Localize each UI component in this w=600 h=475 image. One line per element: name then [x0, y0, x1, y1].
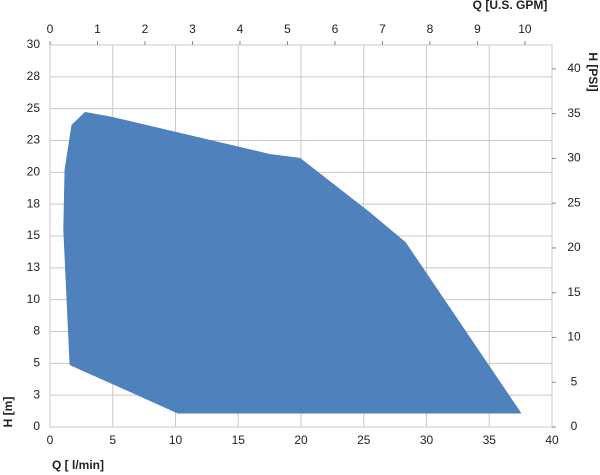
- y2-tick-label: 40: [567, 61, 581, 75]
- y2-tick-label: 20: [567, 240, 581, 254]
- y2-tick-label: 35: [567, 106, 581, 120]
- x-tick-label: 15: [232, 433, 246, 447]
- x2-tick-label: 0: [47, 22, 54, 36]
- y-tick-label: 5: [33, 356, 40, 370]
- x-tick-label: 30: [420, 433, 434, 447]
- y2-tick-label: 0: [571, 419, 578, 433]
- y-tick-label: 15: [27, 228, 41, 242]
- y2-tick-label: 15: [567, 285, 581, 299]
- y2-axis-label: H [PSI]: [586, 52, 600, 91]
- x-tick-label: 40: [545, 433, 559, 447]
- y-tick-label: 3: [33, 387, 40, 401]
- x-tick-label: 35: [483, 433, 497, 447]
- y2-tick-label: 25: [567, 195, 581, 209]
- x2-axis-label: Q [U.S. GPM]: [473, 0, 548, 12]
- x2-tick-label: 1: [94, 22, 101, 36]
- x2-tick-label: 10: [518, 22, 532, 36]
- x2-tick-label: 9: [474, 22, 481, 36]
- x-tick-label: 10: [169, 433, 183, 447]
- x-tick-label: 20: [294, 433, 308, 447]
- y-tick-label: 10: [27, 292, 41, 306]
- x-tick-label: 5: [109, 433, 116, 447]
- y-tick-label: 25: [27, 101, 41, 115]
- x2-tick-label: 5: [284, 22, 291, 36]
- y-tick-label: 13: [27, 260, 41, 274]
- y-tick-label: 30: [27, 37, 41, 51]
- x-axis-label: Q [ l/min]: [52, 458, 104, 472]
- area: [63, 111, 522, 414]
- y-tick-label: 18: [27, 196, 41, 210]
- x2-tick-label: 3: [189, 22, 196, 36]
- y-tick-label: 23: [27, 133, 41, 147]
- y-tick-label: 20: [27, 165, 41, 179]
- y2-tick-label: 30: [567, 151, 581, 165]
- x2-tick-label: 2: [142, 22, 149, 36]
- x2-tick-label: 6: [332, 22, 339, 36]
- y-axis-label: H [m]: [1, 397, 15, 428]
- x-tick-label: 0: [47, 433, 54, 447]
- y2-tick-label: 5: [571, 374, 578, 388]
- x2-tick-label: 4: [237, 22, 244, 36]
- x2-tick-label: 7: [379, 22, 386, 36]
- y2-tick-label: 10: [567, 330, 581, 344]
- y-tick-label: 8: [33, 324, 40, 338]
- y-tick-label: 28: [27, 69, 41, 83]
- y-tick-label: 0: [33, 419, 40, 433]
- x2-tick-label: 8: [427, 22, 434, 36]
- x-tick-label: 25: [357, 433, 371, 447]
